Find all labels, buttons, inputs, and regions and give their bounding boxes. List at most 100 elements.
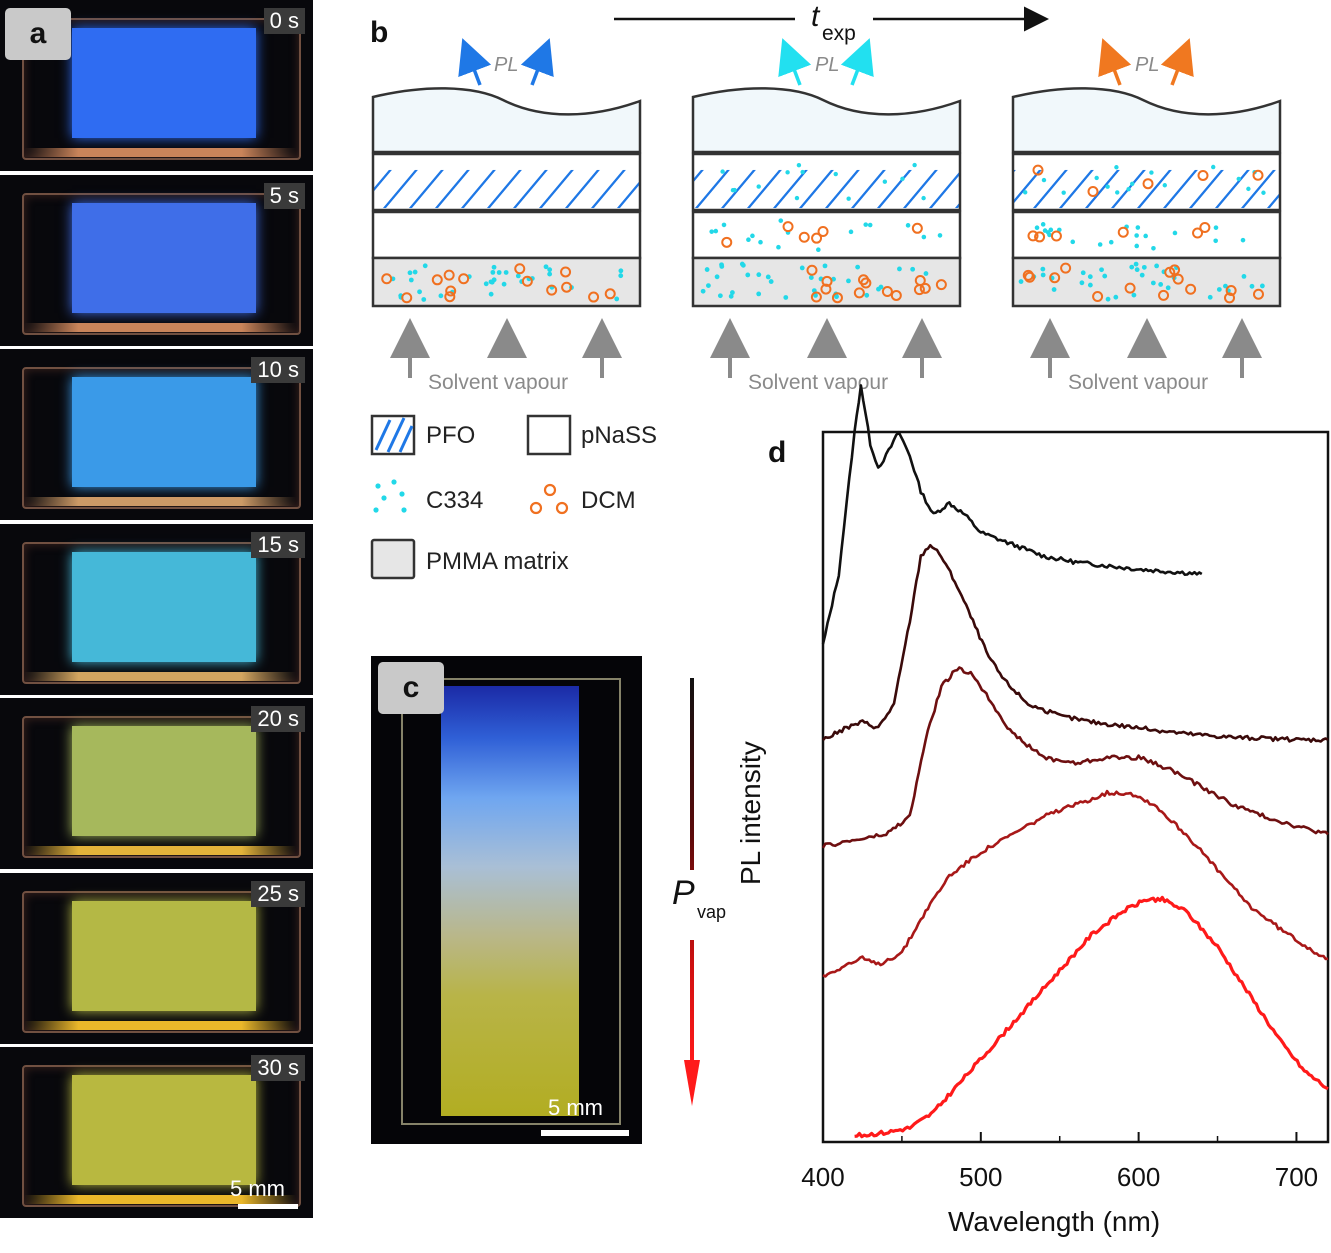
x-axis-label: Wavelength (nm) [948,1206,1161,1237]
c334-dot [768,279,774,284]
c334-dot [488,291,494,297]
c334-dot [421,297,427,302]
y-axis-label: PL intensity [735,741,766,885]
c334-dot [756,291,762,297]
x-tick-label: 700 [1274,1162,1319,1192]
c334-dot [717,293,723,299]
c334-dot [1151,245,1156,251]
c334-dot [496,270,502,275]
c334-dot [1211,164,1216,170]
c334-dot [730,290,735,295]
legend-c334: C334 [426,487,484,514]
pl-spectrum-series-2 [822,543,1329,743]
c334-dot [905,223,911,228]
c334-dot [1213,238,1218,244]
c334-dot [756,272,762,278]
luminescent-film [72,1075,256,1185]
pl-spectrum-series-3 [821,666,1329,849]
c334-dot [1097,242,1103,247]
pl-emission-arrow [458,38,492,86]
dcm-ring [1164,266,1176,278]
panel-d-label: d [768,436,787,469]
c334-dot [614,296,620,302]
c334-dot [1135,225,1141,230]
time-frame-3: 15 s [0,523,313,695]
panel-c-photo [371,656,642,1144]
glass-substrate [22,716,301,858]
c334-dot [491,277,497,283]
c334-dot [1134,267,1140,273]
c334-dot [515,273,521,279]
c334-dot [1133,261,1139,267]
c334-dot [1207,294,1213,300]
c334-dot [719,264,725,269]
c334-dot [855,264,861,270]
c334-dot [1079,280,1085,286]
dcm-ring [546,284,558,296]
c334-dot [732,187,737,193]
c334-dot [1061,190,1066,195]
time-frame-4: 20 s [0,698,313,869]
dcm-ring [820,283,832,295]
legend-symbols [370,414,572,580]
dcm-ring [1087,186,1099,198]
c334-dot [834,294,839,300]
dcm-ring [1224,292,1236,304]
dcm-ring [782,221,794,233]
c334-dot [1240,237,1246,243]
dcm-ring [444,291,456,303]
c334-dot [503,270,509,275]
time-axis-label: t [811,0,820,33]
c334-dot [897,266,902,272]
c334-dot [1143,233,1148,239]
c334-dot [412,269,418,275]
c334-dot [1041,177,1047,183]
time-tag: 25 s [251,880,305,907]
x-tick-label: 500 [959,1162,1003,1192]
c334-dot [822,263,828,269]
dcm-ring [1172,273,1184,285]
c334-dot [1149,170,1154,175]
c334-dot [900,176,905,182]
dcm-ring [919,282,931,294]
c334-dot [1236,176,1241,182]
dcm-ring [890,289,902,301]
c334-dot [756,184,761,189]
dcm-ring [514,263,526,275]
dcm-ring [1050,230,1062,242]
dcm-ring [1027,230,1039,242]
panel-a-scale-bar-label: 5 mm [230,1176,285,1201]
dcm-ring [1199,221,1211,233]
glass-substrate [22,1065,301,1207]
c334-dot [491,264,497,270]
c334-dot [937,233,943,238]
c334-dot [1080,270,1086,276]
dcm-ring [1032,164,1044,176]
c334-dot [816,247,821,253]
substrate-edge-glow [24,671,296,681]
pfo-layer [1011,152,1282,212]
c334-dot [758,239,763,245]
time-frame-0: 0 s [0,0,313,171]
c334-dot [813,293,818,298]
c334-dot [921,195,926,201]
c334-dot [1034,225,1040,231]
panel-a-scale-bar [238,1204,298,1209]
pressure-arrow-head [684,1060,700,1106]
panel-a-label: a [5,8,71,60]
glass-substrate [22,890,301,1033]
c334-dot [706,283,711,289]
c334-dot [783,295,789,300]
dcm-ring [1024,271,1036,283]
c334-dot [417,289,422,295]
c334-dot [1115,190,1120,195]
c334-dot [1172,230,1178,236]
c334-dot [808,275,814,280]
dcm-ring [561,281,573,293]
time-tag: 10 s [251,357,305,383]
c334-dot [1040,222,1046,227]
glass-substrate [22,192,301,335]
c334-dot [1040,272,1046,278]
c334-dot [1259,283,1265,289]
dcm-ring [1252,169,1264,181]
